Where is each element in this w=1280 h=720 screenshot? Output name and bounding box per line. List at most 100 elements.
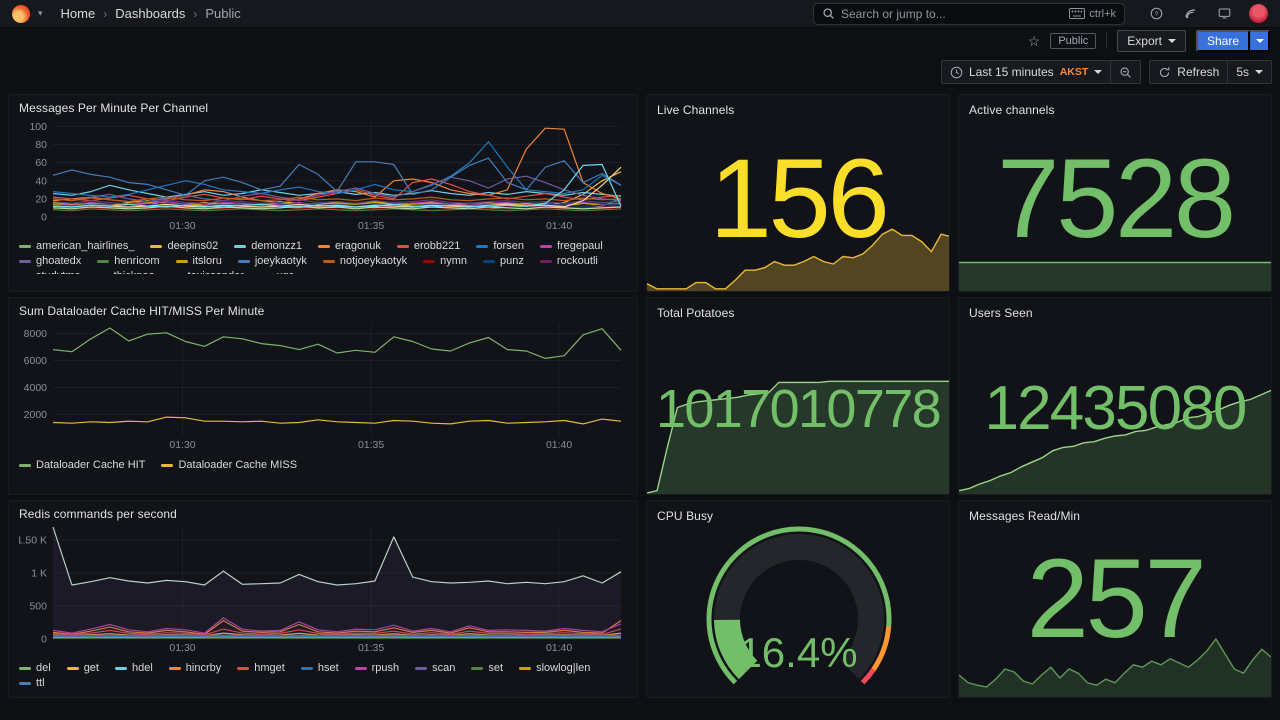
- legend-item[interactable]: demonzz1: [234, 240, 302, 252]
- legend-item[interactable]: deepins02: [150, 240, 218, 252]
- svg-text:?: ?: [1154, 11, 1158, 18]
- share-button[interactable]: Share: [1195, 30, 1250, 52]
- kiosk-monitor-icon[interactable]: [1215, 5, 1233, 23]
- search-box[interactable]: ctrl+k: [813, 2, 1125, 25]
- panel-title[interactable]: Total Potatoes: [657, 306, 735, 320]
- help-icon[interactable]: ?: [1147, 5, 1165, 23]
- legend-label: thickpoo: [114, 270, 155, 274]
- legend-label: punz: [500, 255, 524, 267]
- panel-title[interactable]: Messages Read/Min: [969, 509, 1081, 523]
- legend-item[interactable]: thickpoo: [97, 270, 155, 274]
- export-button[interactable]: Export: [1117, 30, 1186, 52]
- search-icon: [823, 8, 834, 19]
- messages-read-sparkline: [959, 637, 1271, 697]
- messages-per-minute-chart[interactable]: 01:30 01:35 01:40 0 20 40 60 80 100: [19, 115, 627, 233]
- legend-item[interactable]: del: [19, 662, 51, 674]
- legend-item[interactable]: rpush: [354, 662, 399, 674]
- panel-title[interactable]: Messages Per Minute Per Channel: [19, 101, 209, 115]
- legend-item[interactable]: hset: [300, 662, 339, 674]
- user-avatar[interactable]: [1249, 4, 1268, 23]
- divider: [1106, 33, 1108, 49]
- legend-label: scan: [432, 662, 456, 674]
- news-rss-icon[interactable]: [1181, 5, 1199, 23]
- clock-icon: [950, 66, 963, 78]
- stat-value: 7528: [997, 136, 1236, 261]
- legend-label: erobb221: [413, 240, 461, 252]
- legend-label: ghoatedx: [36, 255, 82, 267]
- legend-item[interactable]: set: [471, 662, 503, 674]
- export-label: Export: [1127, 34, 1162, 48]
- dashboard-grid: Messages Per Minute Per Channel 01:30 01:…: [0, 90, 1280, 711]
- panel-title[interactable]: Users Seen: [969, 306, 1033, 320]
- legend-item[interactable]: erobb221: [396, 240, 461, 252]
- legend-marker: [234, 244, 247, 248]
- share-dropdown-button[interactable]: [1250, 30, 1270, 52]
- svg-text:01:30: 01:30: [169, 439, 195, 451]
- legend-item[interactable]: nymn: [423, 255, 467, 267]
- legend-item[interactable]: joeykaotyk: [237, 255, 307, 267]
- legend-item[interactable]: eragonuk: [318, 240, 381, 252]
- users-seen-sparkline: [959, 389, 1271, 494]
- svg-text:01:35: 01:35: [358, 439, 384, 451]
- panel-title[interactable]: Sum Dataloader Cache HIT/MISS Per Minute: [19, 304, 265, 318]
- legend-marker: [175, 259, 188, 263]
- legend-item[interactable]: Dataloader Cache MISS: [161, 459, 297, 471]
- legend-marker: [237, 666, 250, 670]
- legend-label: set: [488, 662, 504, 674]
- breadcrumb-home[interactable]: Home: [60, 6, 96, 21]
- time-controls-bar: Last 15 minutes AKST Refresh 5s: [0, 54, 1280, 90]
- shortcut-label: ctrl+k: [1089, 7, 1116, 20]
- cpu-busy-gauge: [706, 526, 892, 685]
- legend-item[interactable]: hmget: [237, 662, 285, 674]
- legend-item[interactable]: american_hairlines_: [19, 240, 134, 252]
- legend-item[interactable]: slowlog|len: [519, 662, 590, 674]
- redis-commands-chart[interactable]: 01:30 01:35 01:40 0 500 1 K 1.50 K: [17, 521, 627, 655]
- legend-marker: [19, 244, 31, 248]
- svg-text:500: 500: [29, 601, 47, 613]
- zoom-out-button[interactable]: [1111, 60, 1142, 84]
- legend-item[interactable]: itsloru: [175, 255, 222, 267]
- legend-item[interactable]: rockoutli: [539, 255, 598, 267]
- legend-item[interactable]: notjoeykaotyk: [322, 255, 407, 267]
- breadcrumb-dashboards[interactable]: Dashboards: [115, 6, 186, 21]
- legend-marker: [19, 681, 31, 685]
- search-input[interactable]: [841, 6, 1064, 21]
- chart-legend: american_hairlines_ deepins02 demonzz1 erag…: [19, 240, 627, 274]
- legend-item[interactable]: studytme: [19, 270, 81, 274]
- panel-title[interactable]: CPU Busy: [657, 509, 714, 523]
- grafana-logo[interactable]: [12, 4, 30, 23]
- panel-users-seen: Users Seen 12435080: [958, 297, 1272, 495]
- panel-live-channels: Live Channels 156: [646, 94, 950, 292]
- panel-messages-read: Messages Read/Min 257: [958, 500, 1272, 698]
- legend-item[interactable]: get: [66, 662, 99, 674]
- legend-item[interactable]: hincrby: [168, 662, 221, 674]
- legend-item[interactable]: ttl: [19, 677, 45, 689]
- legend-marker: [19, 259, 31, 263]
- legend-item[interactable]: hdel: [114, 662, 153, 674]
- chevron-down-icon: [1167, 39, 1176, 43]
- legend-item[interactable]: ghoatedx: [19, 255, 81, 267]
- top-nav-bar: ▾ Home › Dashboards › Public ctrl+k ?: [0, 0, 1280, 28]
- legend-item[interactable]: fregepaul: [539, 240, 603, 252]
- dataloader-cache-chart[interactable]: 01:30 01:35 01:40 2000 4000 6000 8000: [19, 318, 627, 452]
- legend-label: deepins02: [167, 240, 219, 252]
- refresh-interval-picker[interactable]: 5s: [1228, 60, 1272, 84]
- legend-item[interactable]: scan: [415, 662, 455, 674]
- legend-item[interactable]: punz: [483, 255, 524, 267]
- legend-item[interactable]: toxicsonder: [171, 270, 244, 274]
- legend-item[interactable]: Dataloader Cache HIT: [19, 459, 145, 471]
- legend-item[interactable]: forsen: [476, 240, 524, 252]
- time-range-picker[interactable]: Last 15 minutes AKST: [940, 60, 1112, 84]
- legend-item[interactable]: henricom: [97, 255, 160, 267]
- panel-dataloader-cache: Sum Dataloader Cache HIT/MISS Per Minute…: [8, 297, 638, 495]
- legend-marker: [476, 244, 489, 248]
- org-switcher-caret-icon[interactable]: ▾: [38, 8, 43, 18]
- panel-title[interactable]: Redis commands per second: [19, 507, 177, 521]
- legend-label: hset: [317, 662, 339, 674]
- star-icon[interactable]: ☆: [1027, 32, 1041, 49]
- svg-text:6000: 6000: [24, 355, 48, 367]
- refresh-button[interactable]: Refresh: [1149, 60, 1229, 84]
- legend-item[interactable]: xqc: [260, 270, 294, 274]
- panel-title[interactable]: Active channels: [969, 103, 1055, 117]
- panel-title[interactable]: Live Channels: [657, 103, 735, 117]
